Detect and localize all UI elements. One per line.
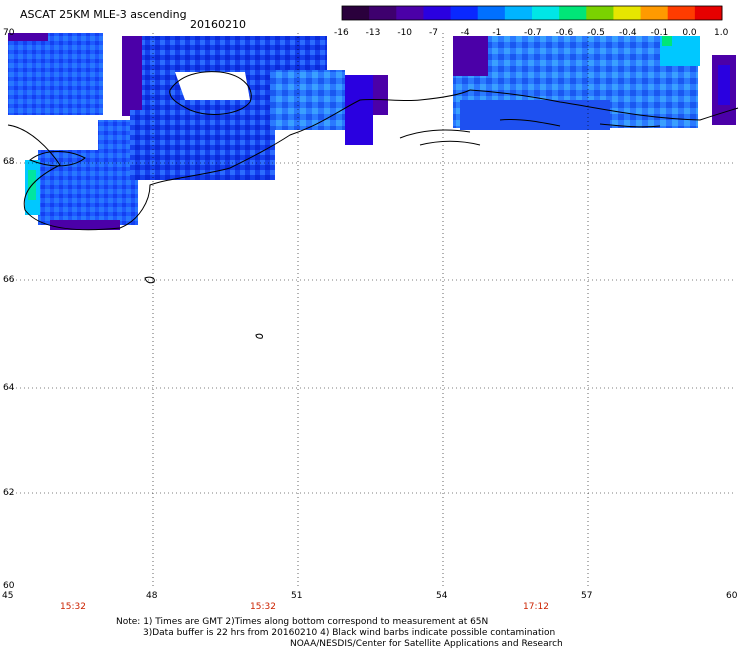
lat-label-68: 68 xyxy=(3,157,15,167)
color-bar-label: -13 xyxy=(365,28,381,38)
color-bar-label: -7 xyxy=(429,28,438,38)
pass-time-3: 17:12 xyxy=(523,602,549,612)
color-bar-swatch xyxy=(667,6,696,20)
color-bar-swatch xyxy=(477,6,506,20)
lat-label-62: 62 xyxy=(3,488,15,498)
note-line-2: 3)Data buffer is 22 hrs from 20160210 4)… xyxy=(143,628,556,638)
color-bar-outline xyxy=(341,5,723,21)
swath-central xyxy=(122,36,388,180)
color-bar-swatch xyxy=(640,6,669,20)
pass-time-2: 15:32 xyxy=(250,602,276,612)
lat-lon-grid xyxy=(8,33,735,588)
color-bar-label: -10 xyxy=(397,28,413,38)
lon-label-45: 45 xyxy=(2,591,14,601)
swath-east xyxy=(453,36,736,130)
lat-label-64: 64 xyxy=(3,383,15,393)
color-bar-label: -0.1 xyxy=(650,28,669,38)
color-bar-swatch xyxy=(369,6,397,20)
color-bar-swatch xyxy=(504,6,533,20)
color-bar-swatch xyxy=(342,6,370,20)
color-bar-label: -0.6 xyxy=(555,28,574,38)
color-bar-swatch xyxy=(450,6,479,20)
color-bar-label: 1.0 xyxy=(714,28,729,38)
map-date: 20160210 xyxy=(190,18,246,31)
map-title: ASCAT 25KM MLE-3 ascending xyxy=(20,8,187,21)
lat-label-70: 70 xyxy=(3,28,15,38)
color-bar-swatch xyxy=(423,6,452,20)
color-bar-swatch xyxy=(586,6,614,20)
lon-label-60: 60 xyxy=(726,591,738,601)
color-bar-label: -0.7 xyxy=(524,28,542,38)
color-bar-label: 0.0 xyxy=(682,28,697,38)
pass-time-1: 15:32 xyxy=(60,602,86,612)
color-bar-label: -0.4 xyxy=(619,28,637,38)
color-bar-swatch xyxy=(559,6,587,20)
color-bar-label: -4 xyxy=(460,28,470,38)
color-bar-swatch xyxy=(694,6,723,20)
color-bar-label: -1 xyxy=(492,28,502,38)
color-bar-swatch xyxy=(396,6,424,20)
lat-label-66: 66 xyxy=(3,275,15,285)
color-bar-swatch xyxy=(613,6,642,20)
note-line-1: Note: 1) Times are GMT 2)Times along bot… xyxy=(116,617,489,627)
color-bar xyxy=(341,5,723,21)
coastline xyxy=(7,71,739,339)
note-line-3: NOAA/NESDIS/Center for Satellite Applica… xyxy=(290,639,563,649)
lon-label-57: 57 xyxy=(581,591,593,601)
lat-label-60: 60 xyxy=(3,581,15,591)
lon-label-48: 48 xyxy=(146,591,158,601)
lon-label-51: 51 xyxy=(291,591,303,601)
lon-label-54: 54 xyxy=(436,591,448,601)
color-bar-label: -0.5 xyxy=(587,28,605,38)
color-bar-swatch xyxy=(532,6,560,20)
color-bar-label: -16 xyxy=(334,28,349,38)
